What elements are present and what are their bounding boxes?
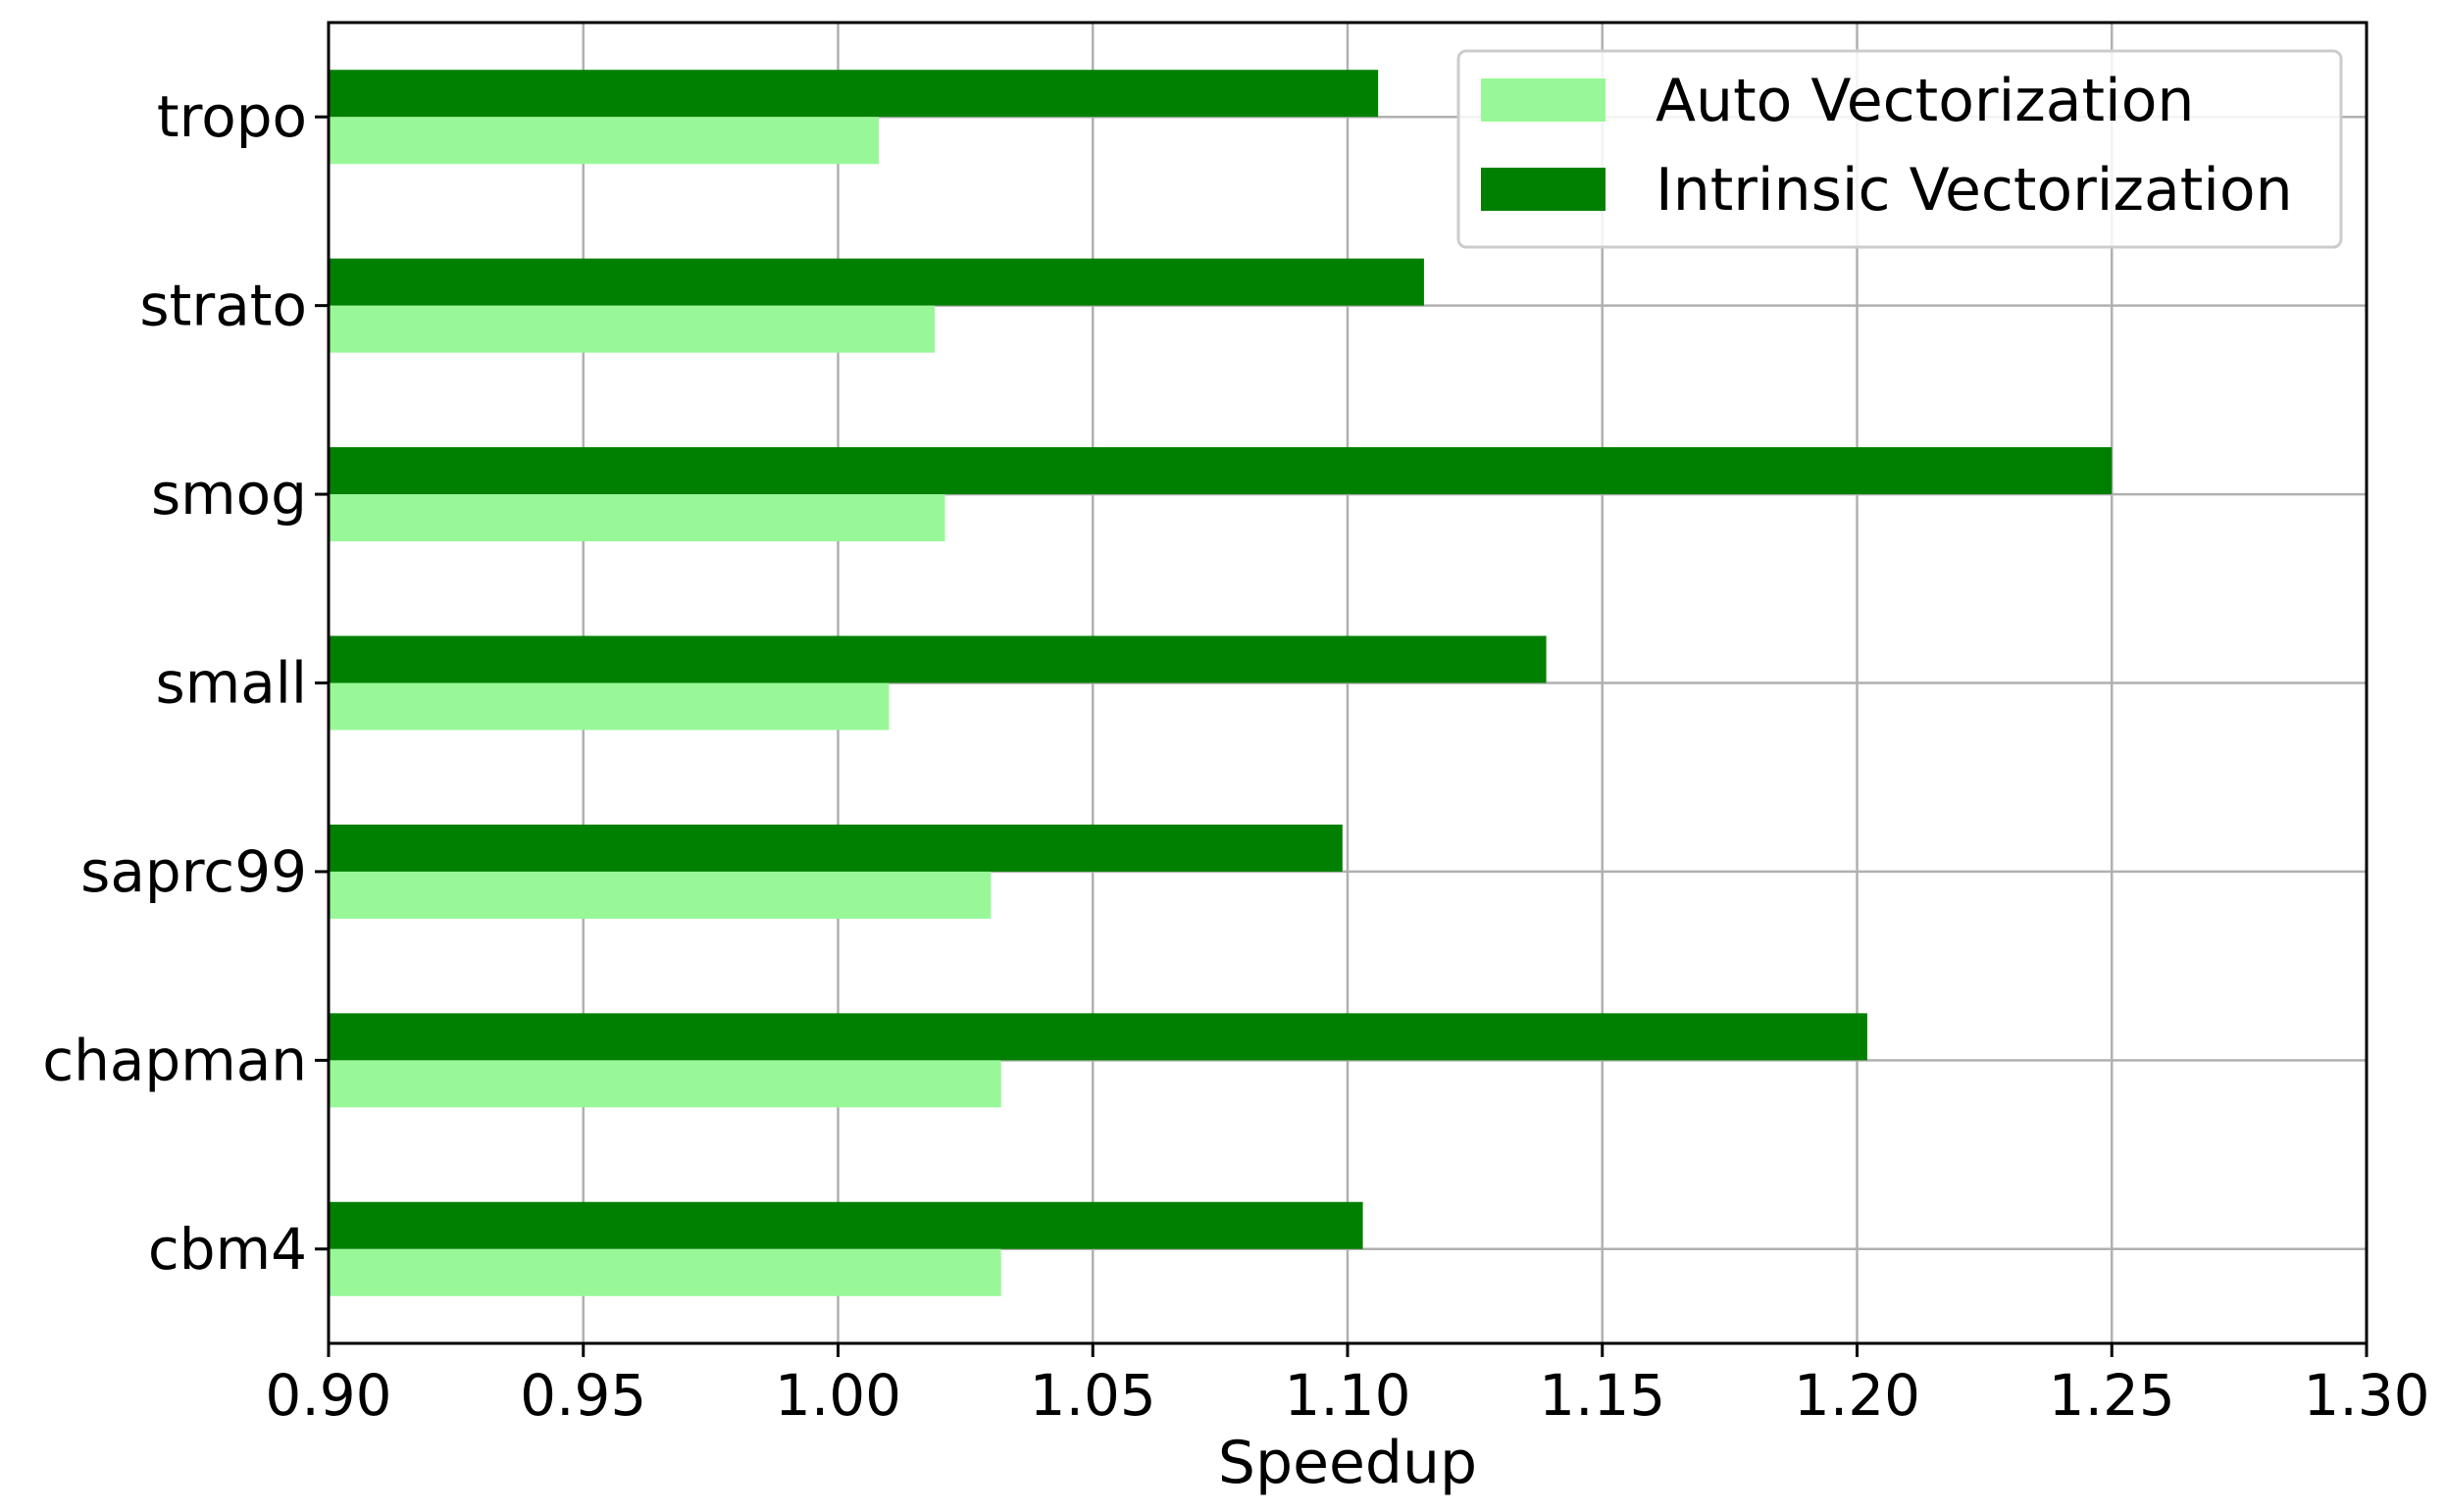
y-tick-label: tropo — [157, 83, 307, 150]
bar-intrinsic-strato — [329, 258, 1424, 306]
legend-label-auto: Auto Vectorization — [1656, 67, 2194, 135]
x-tick-label: 0.90 — [265, 1362, 391, 1429]
bar-intrinsic-small — [329, 635, 1547, 683]
bar-intrinsic-smog — [329, 447, 2113, 495]
y-tick-label: cbm4 — [148, 1216, 307, 1283]
legend-box — [1456, 49, 2343, 249]
x-tick-label: 1.05 — [1030, 1362, 1156, 1429]
y-tick-label: smog — [151, 461, 307, 528]
y-tick-label: chapman — [42, 1027, 307, 1093]
axis-ticks: 0.90 0.95 1.00 1.05 1.10 1.15 1.20 1.25 1.30 trop… — [42, 83, 2429, 1429]
bar-auto-small — [329, 682, 890, 731]
bar-intrinsic-chapman — [329, 1013, 1867, 1061]
bar-auto-strato — [329, 305, 936, 353]
x-tick-label: 0.95 — [520, 1362, 646, 1429]
x-axis-label: Speedup — [1218, 1429, 1477, 1497]
bar-intrinsic-saprc99 — [329, 824, 1343, 872]
y-tick-label: small — [156, 650, 308, 717]
x-tick-label: 1.10 — [1284, 1362, 1410, 1429]
bar-auto-saprc99 — [329, 871, 992, 919]
x-tick-label: 1.30 — [2303, 1362, 2429, 1429]
legend: Auto Vectorization Intrinsic Vectorizati… — [1456, 49, 2343, 249]
y-tick-label: saprc99 — [80, 838, 307, 905]
bar-auto-chapman — [329, 1060, 1001, 1108]
x-tick-label: 1.00 — [775, 1362, 901, 1429]
legend-label-intrinsic: Intrinsic Vectorization — [1656, 156, 2293, 225]
x-tick-label: 1.25 — [2049, 1362, 2175, 1429]
bar-auto-cbm4 — [329, 1248, 1001, 1296]
y-tick-label: strato — [139, 273, 307, 339]
x-tick-label: 1.15 — [1539, 1362, 1665, 1429]
legend-swatch-auto — [1481, 78, 1605, 122]
x-tick-label: 1.20 — [1794, 1362, 1920, 1429]
bar-intrinsic-tropo — [329, 70, 1379, 118]
legend-swatch-intrinsic — [1481, 168, 1605, 211]
bar-auto-tropo — [329, 117, 880, 165]
bar-auto-smog — [329, 494, 945, 542]
bar-intrinsic-cbm4 — [329, 1201, 1363, 1249]
bars — [329, 70, 2113, 1296]
